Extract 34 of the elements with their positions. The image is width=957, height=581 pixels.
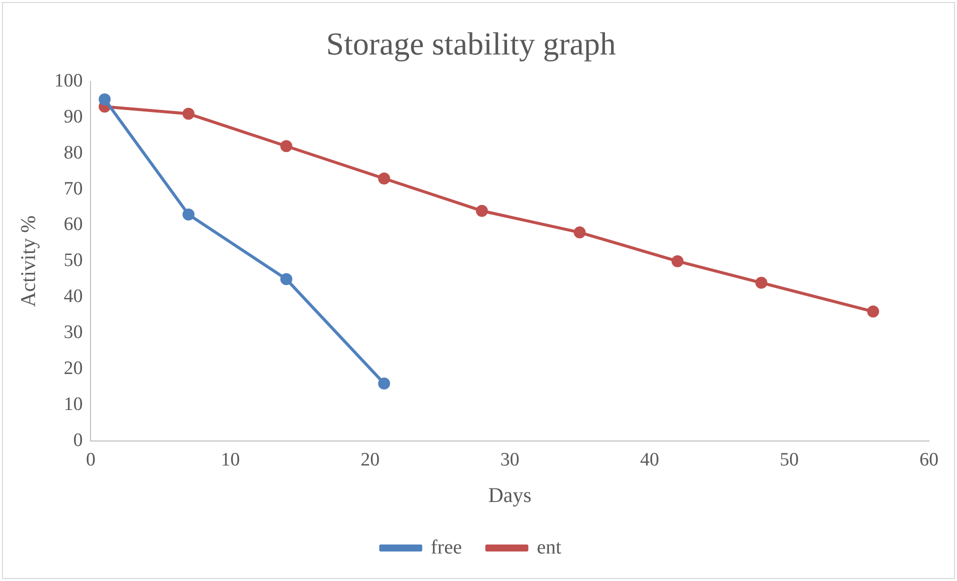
point xyxy=(672,255,684,268)
y-tick-label: 20 xyxy=(64,358,83,380)
x-axis-title: Days xyxy=(488,482,532,507)
point xyxy=(182,108,194,120)
point xyxy=(867,306,880,318)
point xyxy=(98,93,111,106)
y-tick-label: 100 xyxy=(54,70,83,92)
x-tick-label: 30 xyxy=(500,449,520,470)
y-tick-label: 10 xyxy=(64,394,83,416)
x-tick-label: 10 xyxy=(220,449,240,470)
x-tick-label: 50 xyxy=(780,449,799,470)
y-axis-title: Activity % xyxy=(16,215,40,307)
y-tick-label: 30 xyxy=(64,322,83,344)
legend-label: free xyxy=(430,536,462,558)
legend-label: ent xyxy=(536,536,562,558)
point xyxy=(574,226,586,238)
x-tick-label: 60 xyxy=(920,449,938,470)
point xyxy=(755,276,768,289)
point xyxy=(280,273,292,286)
point xyxy=(476,204,488,217)
chart-title: Storage stability graph xyxy=(326,26,616,62)
point xyxy=(280,140,292,152)
y-tick-label: 0 xyxy=(73,430,83,451)
y-tick-label: 40 xyxy=(64,286,83,308)
x-tick-label: 20 xyxy=(360,449,380,470)
point xyxy=(182,208,194,220)
y-tick-label: 60 xyxy=(64,214,83,236)
y-tick-label: 70 xyxy=(64,178,83,200)
y-tick-label: 50 xyxy=(64,250,83,272)
point xyxy=(378,172,390,184)
y-tick-label: 90 xyxy=(64,106,83,128)
x-tick-label: 40 xyxy=(640,449,660,470)
y-tick-label: 80 xyxy=(64,142,83,164)
point xyxy=(378,377,390,390)
